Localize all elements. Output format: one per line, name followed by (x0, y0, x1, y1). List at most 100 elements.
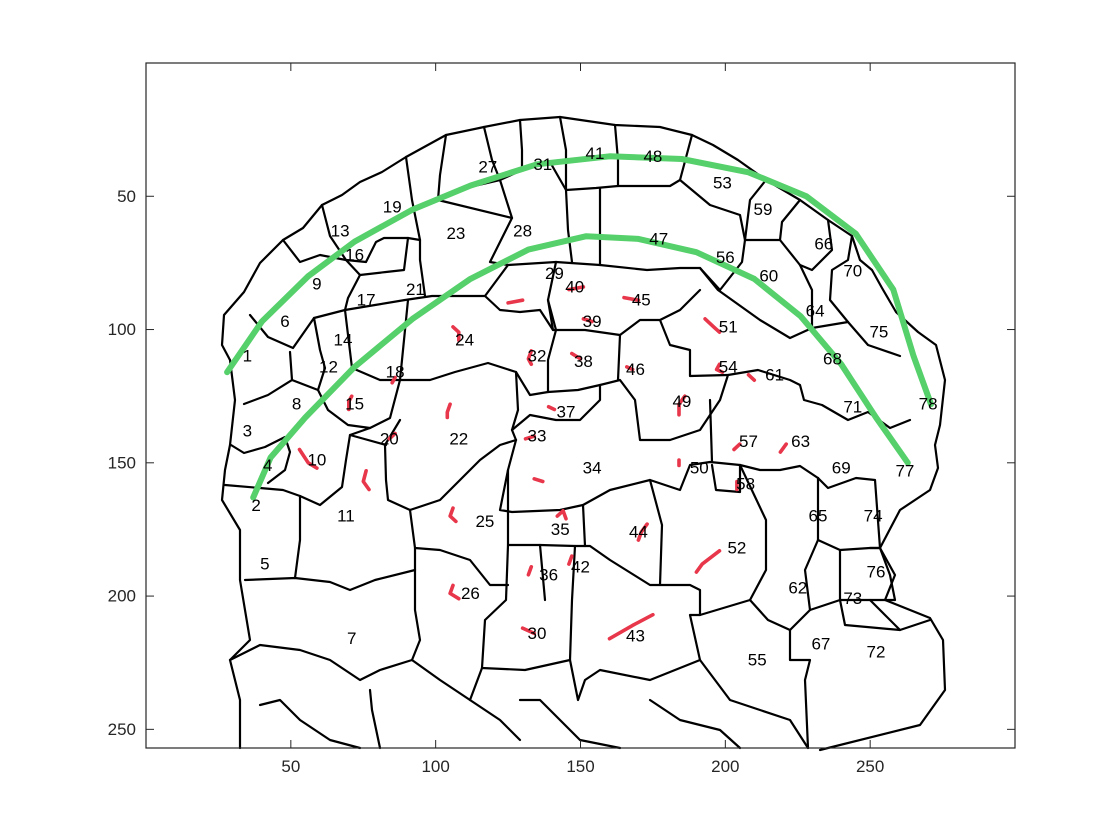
stroke-mark (746, 373, 757, 382)
region-label: 72 (867, 643, 886, 662)
region-label: 78 (919, 395, 938, 414)
boundary (514, 370, 550, 397)
stroke-mark (526, 565, 534, 577)
region-label: 31 (533, 155, 552, 174)
boundary (483, 294, 555, 332)
region-label: 49 (672, 392, 691, 411)
region-label: 64 (806, 301, 825, 320)
boundary (482, 125, 514, 267)
stroke-mark (451, 325, 461, 342)
stroke-mark (445, 402, 452, 420)
stroke-mark (555, 509, 568, 521)
boundary (613, 123, 620, 188)
stroke-mark (570, 351, 583, 361)
boundary (658, 318, 730, 378)
region-label: 58 (736, 475, 755, 494)
stroke-mark (532, 477, 545, 484)
x-tick-label: 100 (421, 757, 449, 776)
arc-layer (224, 153, 934, 501)
boundary (436, 198, 514, 220)
region-label: 6 (280, 312, 289, 331)
boundary (581, 503, 587, 548)
region-label: 1 (243, 347, 252, 366)
boundary (404, 155, 427, 298)
boundary (243, 568, 417, 592)
boundary (743, 178, 768, 242)
region-label: 37 (557, 403, 576, 422)
boundary (798, 218, 834, 272)
boundary (242, 350, 294, 406)
region-label: 67 (811, 635, 830, 654)
boundary (568, 598, 752, 702)
region-label: 14 (334, 331, 353, 350)
stroke-mark (694, 549, 722, 574)
region-label: 21 (406, 280, 425, 299)
region-label: 66 (814, 235, 833, 254)
stroke-mark (607, 612, 655, 641)
region-label: 51 (719, 317, 738, 336)
boundary (788, 628, 812, 750)
region-label: 26 (461, 584, 480, 603)
boundary (828, 234, 854, 324)
x-tick-label: 200 (711, 757, 739, 776)
boundary (408, 508, 510, 587)
region-label: 70 (843, 261, 862, 280)
region-label: 23 (446, 224, 465, 243)
stroke-mark (567, 554, 574, 566)
region-label: 61 (765, 365, 784, 384)
region-label: 32 (528, 347, 547, 366)
stroke-mark-layer (297, 285, 788, 641)
region-label: 8 (292, 395, 301, 414)
region-label: 3 (243, 421, 252, 440)
stroke-mark (778, 442, 788, 454)
stroke-mark (361, 469, 371, 492)
y-tick-label: 150 (108, 453, 136, 472)
region-label: 55 (748, 651, 767, 670)
region-label: 2 (251, 496, 260, 515)
region-label: 48 (643, 147, 662, 166)
region-label: 59 (754, 200, 773, 219)
boundary (348, 433, 388, 447)
region-label: 27 (478, 157, 497, 176)
boundary (248, 260, 902, 358)
head-outline-left (220, 358, 252, 750)
region-label: 13 (331, 221, 350, 240)
stroke-mark (567, 285, 586, 292)
region-label: 40 (565, 277, 584, 296)
region-label: 4 (263, 456, 272, 475)
boundary (368, 688, 382, 750)
stroke-mark (732, 442, 742, 452)
stroke-mark (520, 626, 536, 636)
stroke-mark (523, 434, 536, 441)
region-label: 36 (539, 565, 558, 584)
stroke-mark (390, 375, 397, 385)
stroke-mark (347, 394, 354, 412)
region-label: 42 (571, 557, 590, 576)
region-label: 11 (337, 507, 355, 526)
boundary (358, 236, 410, 277)
arc-line (224, 153, 934, 408)
region-label: 74 (864, 507, 883, 526)
stroke-mark (581, 317, 594, 324)
region-label: 10 (307, 451, 326, 470)
region-label: 28 (513, 221, 532, 240)
region-label: 18 (386, 363, 405, 382)
boundary (480, 468, 702, 672)
region-label: 38 (574, 352, 593, 371)
region-label: 76 (867, 563, 886, 582)
y-tick-label: 250 (108, 720, 136, 739)
boundary (223, 361, 520, 507)
region-label: 19 (383, 197, 402, 216)
region-label: 16 (345, 245, 364, 264)
region-label: 35 (551, 520, 570, 539)
stroke-mark (297, 447, 319, 470)
region-label: 39 (583, 312, 602, 331)
region-label: 75 (869, 323, 888, 342)
region-label: 45 (632, 291, 651, 310)
region-label: 15 (345, 395, 364, 414)
region-label: 29 (545, 264, 564, 283)
region-label: 12 (319, 357, 338, 376)
stroke-mark (636, 522, 649, 542)
region-label: 60 (759, 267, 778, 286)
